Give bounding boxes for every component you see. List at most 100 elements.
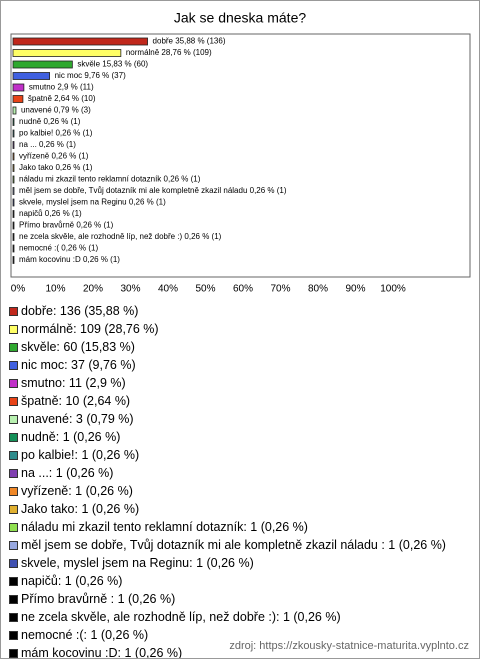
legend-item: po kalbie!: 1 (0,26 %) (9, 447, 464, 463)
legend-label: normálně: 109 (28,76 %) (21, 322, 159, 336)
bar-label: napičů 0,26 % (1) (19, 209, 82, 218)
bar (12, 60, 73, 69)
x-tick-label: 30% (120, 284, 140, 295)
legend-item: skvěle: 60 (15,83 %) (9, 339, 464, 355)
bar (12, 256, 15, 264)
bar-label: po kalbie! 0,26 % (1) (19, 129, 93, 138)
bar (12, 72, 50, 80)
legend-swatch (9, 379, 18, 388)
legend-label: dobře: 136 (35,88 %) (21, 304, 139, 318)
legend-swatch (9, 451, 18, 460)
bar (12, 198, 15, 207)
bar (12, 37, 148, 46)
bar (12, 106, 17, 115)
legend-item: náladu mi zkazil tento reklamní dotazník… (9, 519, 464, 535)
legend-swatch (9, 613, 18, 622)
legend-swatch (9, 559, 18, 568)
bar (12, 129, 15, 138)
legend-label: po kalbie!: 1 (0,26 %) (21, 448, 140, 462)
chart-title: Jak se dneska máte? (174, 10, 307, 26)
legend-item: unavené: 3 (0,79 %) (9, 411, 464, 427)
legend-label: unavené: 3 (0,79 %) (21, 412, 134, 426)
bar-label: Jako tako 0,26 % (1) (19, 163, 93, 172)
bar (12, 83, 25, 92)
bar-label: dobře 35,88 % (136) (153, 37, 226, 46)
legend-item: napičů: 1 (0,26 %) (9, 573, 464, 589)
legend-item: ne zcela skvěle, ale rozhodně líp, než d… (9, 609, 464, 625)
legend-item: měl jsem se dobře, Tvůj dotazník mi ale … (9, 537, 464, 553)
legend-item: špatně: 10 (2,64 %) (9, 393, 464, 409)
legend-item: normálně: 109 (28,76 %) (9, 321, 464, 337)
bar-label: normálně 28,76 % (109) (126, 48, 212, 57)
legend-item: na ...: 1 (0,26 %) (9, 465, 464, 481)
bar (12, 187, 15, 195)
bar (12, 141, 15, 149)
legend-item: smutno: 11 (2,9 %) (9, 375, 464, 391)
legend-swatch (9, 325, 18, 334)
bar (12, 118, 15, 126)
bar (12, 221, 15, 230)
legend-label: nic moc: 37 (9,76 %) (21, 358, 136, 372)
legend-label: vyřízeně: 1 (0,26 %) (21, 484, 133, 498)
bar (12, 233, 15, 241)
legend-item: nemocné :(: 1 (0,26 %) (9, 627, 464, 643)
legend-label: smutno: 11 (2,9 %) (21, 376, 126, 390)
legend-swatch (9, 397, 18, 406)
bar (12, 210, 15, 218)
bar-label: smutno 2,9 % (11) (29, 83, 94, 92)
bar-label: špatně 2,64 % (10) (28, 94, 96, 103)
bar-label: nic moc 9,76 % (37) (55, 71, 126, 80)
legend-label: Přímo bravůrně : 1 (0,26 %) (21, 592, 176, 606)
bar-label: skvěle 15,83 % (60) (77, 60, 148, 69)
legend-swatch (9, 631, 18, 640)
bar (12, 49, 122, 57)
bar-label: vyřízeně 0,26 % (1) (19, 152, 89, 161)
x-tick-label: 60% (233, 284, 253, 295)
legend-label: skvele, myslel jsem na Reginu: 1 (0,26 %… (21, 556, 254, 570)
x-tick-label: 20% (83, 284, 103, 295)
legend-label: skvěle: 60 (15,83 %) (21, 340, 135, 354)
x-tick-label: 40% (158, 284, 178, 295)
chart: Jak se dneska máte? 0% 10% 20% 30% 40% 50% 60%… (10, 10, 471, 295)
legend-swatch (9, 343, 18, 352)
legend-swatch (9, 541, 18, 550)
legend-swatch (9, 307, 18, 316)
legend-swatch (9, 595, 18, 604)
bar-label: unavené 0,79 % (3) (21, 106, 91, 115)
x-tick-label: 70% (270, 284, 290, 295)
legend-swatch (9, 577, 18, 586)
x-tick-label: 100% (380, 284, 406, 295)
bar-label: mám kocovinu :D 0,26 % (1) (19, 255, 120, 264)
bar-label: ne zcela skvěle, ale rozhodně líp, než d… (19, 232, 222, 241)
legend-label: mám kocovinu :D: 1 (0,26 %) (21, 646, 183, 659)
bar-label: na ... 0,26 % (1) (19, 140, 76, 149)
legend-label: měl jsem se dobře, Tvůj dotazník mi ale … (21, 538, 446, 552)
legend-item: dobře: 136 (35,88 %) (9, 303, 464, 319)
legend: dobře: 136 (35,88 %) normálně: 109 (28,76… (9, 303, 464, 659)
legend-item: nic moc: 37 (9,76 %) (9, 357, 464, 373)
bar (12, 152, 15, 161)
legend-item: Přímo bravůrně : 1 (0,26 %) (9, 591, 464, 607)
legend-item: Jako tako: 1 (0,26 %) (9, 501, 464, 517)
bar-label: Přímo bravůrně 0,26 % (1) (19, 221, 114, 230)
legend-item: vyřízeně: 1 (0,26 %) (9, 483, 464, 499)
legend-swatch (9, 523, 18, 532)
bar-label: náladu mi zkazil tento reklamní dotazník… (19, 175, 201, 184)
x-tick-label: 90% (345, 284, 365, 295)
legend-swatch (9, 505, 18, 514)
bar (12, 95, 24, 103)
legend-label: napičů: 1 (0,26 %) (21, 574, 123, 588)
x-tick-label: 80% (308, 284, 328, 295)
bar-label: měl jsem se dobře, Tvůj dotazník mi ale … (19, 186, 287, 195)
legend-swatch (9, 469, 18, 478)
legend-swatch (9, 415, 18, 424)
x-tick-label: 50% (195, 284, 215, 295)
legend-swatch (9, 487, 18, 496)
x-tick-label: 10% (45, 284, 65, 295)
legend-item: mám kocovinu :D: 1 (0,26 %) (9, 645, 464, 659)
bar (12, 164, 15, 172)
bar-label: nudně 0,26 % (1) (19, 117, 81, 126)
bar-label: skvele, myslel jsem na Reginu 0,26 % (1) (19, 198, 166, 207)
bar (12, 244, 15, 253)
